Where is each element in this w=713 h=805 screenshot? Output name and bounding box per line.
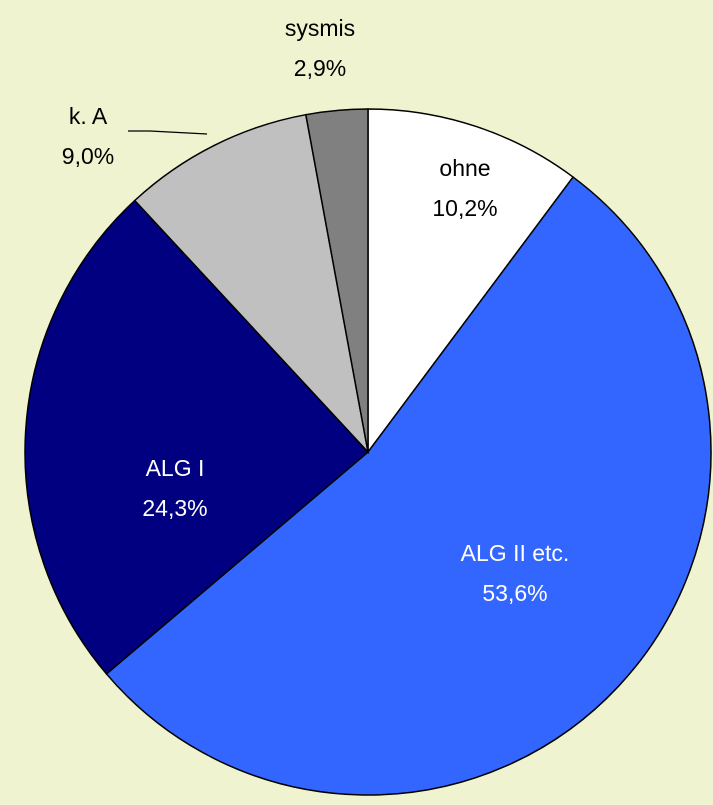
slice-value-label: 2,9% <box>294 55 346 81</box>
pie-slice <box>24 199 370 675</box>
pie-slice <box>304 108 369 453</box>
slice-value-label: 10,2% <box>432 195 497 221</box>
pie-slice <box>367 108 575 455</box>
slice-label: k. A <box>69 103 108 129</box>
slice-label: ALG I <box>146 455 205 481</box>
slice-value-label: 9,0% <box>62 143 114 169</box>
pie-slice <box>105 176 712 796</box>
slice-value-label: 24,3% <box>142 495 207 521</box>
pie-slice <box>133 113 370 455</box>
slice-label: ohne <box>439 155 490 181</box>
slice-value-label: 53,6% <box>482 580 547 606</box>
slice-label: ALG II etc. <box>461 540 570 566</box>
leader-line <box>128 130 208 135</box>
slice-label: sysmis <box>285 15 355 41</box>
